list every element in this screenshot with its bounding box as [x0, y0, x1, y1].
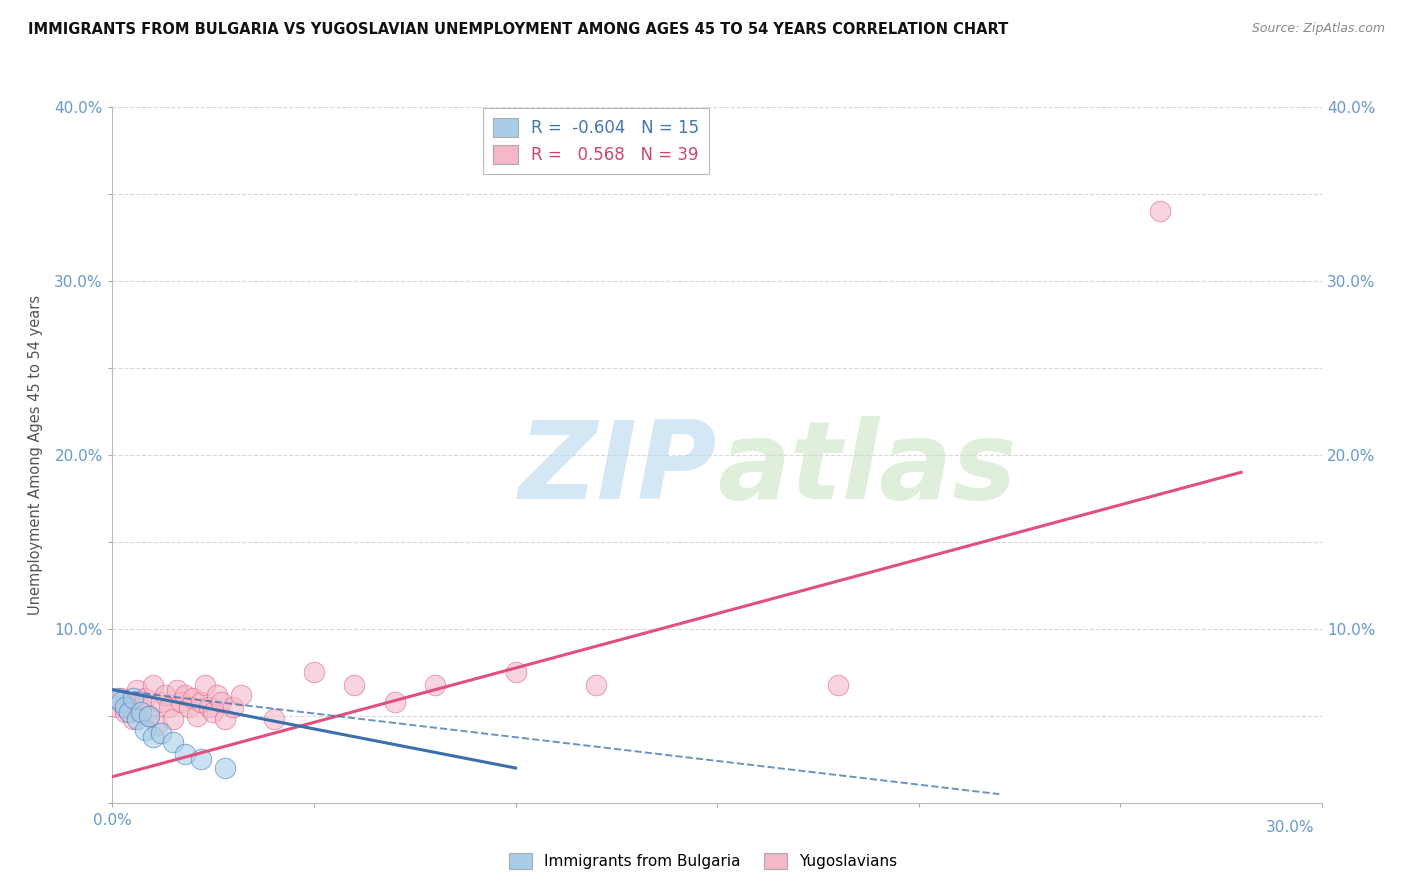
Point [198, 700, 221, 714]
Point [343, 677, 366, 691]
Legend: Immigrants from Bulgaria, Yugoslavians: Immigrants from Bulgaria, Yugoslavians [503, 847, 903, 875]
Point [117, 695, 139, 709]
Point [190, 695, 212, 709]
Point [117, 706, 139, 720]
Point [505, 665, 527, 680]
Point [157, 700, 180, 714]
Point [105, 691, 128, 706]
Point [149, 695, 172, 709]
Text: 30.0%: 30.0% [1267, 821, 1315, 835]
Point [166, 682, 188, 697]
Point [186, 708, 208, 723]
Point [153, 688, 176, 702]
Point [149, 726, 172, 740]
Point [174, 688, 197, 702]
Legend: R =  -0.604   N = 15, R =   0.568   N = 39: R = -0.604 N = 15, R = 0.568 N = 39 [482, 109, 710, 174]
Text: IMMIGRANTS FROM BULGARIA VS YUGOSLAVIAN UNEMPLOYMENT AMONG AGES 45 TO 54 YEARS C: IMMIGRANTS FROM BULGARIA VS YUGOSLAVIAN … [28, 22, 1008, 37]
Point [138, 708, 160, 723]
Point [207, 688, 229, 702]
Point [162, 712, 184, 726]
Point [222, 700, 245, 714]
Point [114, 700, 136, 714]
Point [110, 691, 132, 706]
Point [202, 706, 225, 720]
Point [162, 735, 184, 749]
Point [121, 691, 143, 706]
Text: Source: ZipAtlas.com: Source: ZipAtlas.com [1251, 22, 1385, 36]
Point [585, 677, 607, 691]
Point [1149, 204, 1171, 219]
Point [134, 723, 156, 737]
Point [125, 682, 148, 697]
Point [129, 700, 152, 714]
Point [209, 695, 232, 709]
Point [263, 712, 285, 726]
Point [384, 695, 406, 709]
Text: ZIP: ZIP [519, 416, 717, 522]
Text: atlas: atlas [717, 416, 1017, 522]
Point [827, 677, 849, 691]
Point [129, 706, 152, 720]
Y-axis label: Unemployment Among Ages 45 to 54 years: Unemployment Among Ages 45 to 54 years [28, 295, 44, 615]
Point [302, 665, 325, 680]
Point [121, 712, 143, 726]
Point [142, 677, 165, 691]
Point [146, 717, 169, 731]
Point [110, 695, 132, 709]
Point [170, 695, 193, 709]
Point [114, 706, 136, 720]
Point [181, 691, 204, 706]
Point [214, 712, 236, 726]
Point [231, 688, 253, 702]
Point [125, 712, 148, 726]
Point [177, 700, 200, 714]
Point [142, 730, 165, 744]
Point [214, 761, 236, 775]
Point [134, 691, 156, 706]
Point [138, 708, 160, 723]
Point [190, 752, 212, 766]
Point [105, 700, 128, 714]
Point [194, 677, 217, 691]
Point [174, 747, 197, 761]
Point [423, 677, 446, 691]
